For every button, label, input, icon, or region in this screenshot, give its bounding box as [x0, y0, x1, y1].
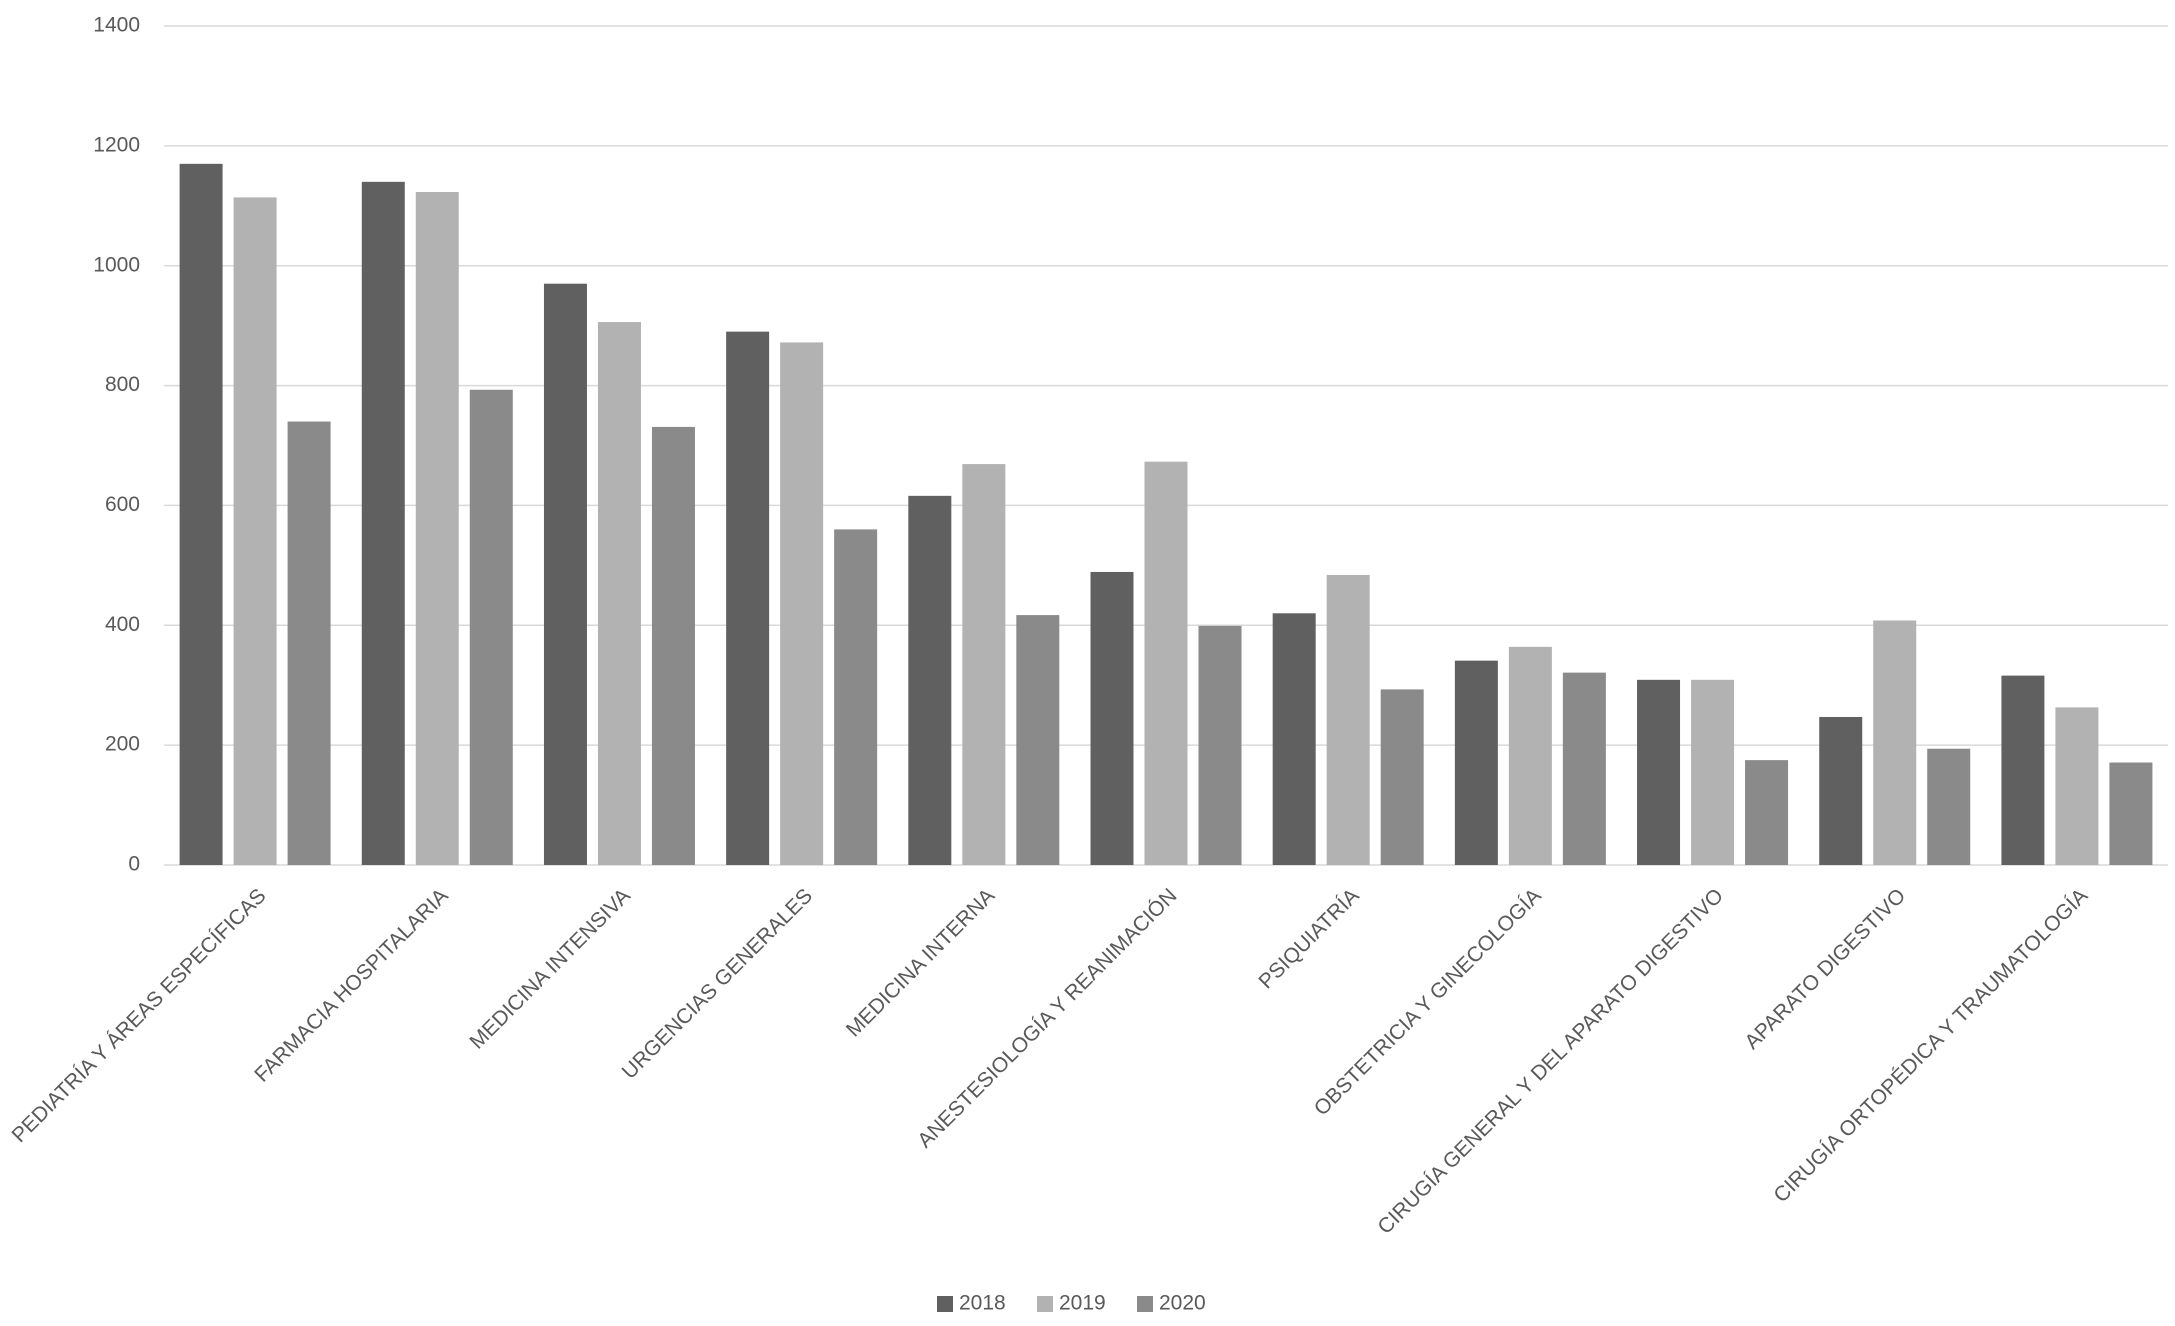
- bar: [1819, 716, 1863, 865]
- bar: [1272, 613, 1316, 865]
- bar: [651, 426, 695, 865]
- y-tick-label: 800: [105, 373, 140, 396]
- y-tick-label: 400: [105, 613, 140, 636]
- x-tick-label: CIRUGÍA ORTOPÉDICA Y TRAUMATOLOGÍA: [1769, 884, 2092, 1207]
- legend-swatch: [1037, 1296, 1053, 1312]
- bar: [1745, 760, 1789, 865]
- legend-swatch: [937, 1296, 953, 1312]
- y-tick-label: 600: [105, 493, 140, 516]
- bar: [2109, 762, 2153, 865]
- bar: [597, 322, 641, 866]
- x-tick-label: PEDIATRÍA Y ÁREAS ESPECÍFICAS: [8, 884, 271, 1147]
- bar: [1454, 660, 1498, 865]
- bar: [1326, 574, 1370, 865]
- bar: [1508, 646, 1552, 865]
- bar: [1144, 461, 1188, 865]
- bar: [1016, 615, 1060, 865]
- bar: [2001, 675, 2045, 865]
- bar: [1380, 689, 1424, 865]
- legend-label: 2018: [959, 1292, 1006, 1315]
- legend-swatch: [1137, 1296, 1153, 1312]
- bar: [780, 342, 824, 865]
- bar: [1090, 571, 1134, 865]
- bar: [834, 529, 878, 865]
- bar: [233, 197, 277, 865]
- y-tick-label: 1000: [93, 253, 140, 276]
- bar: [962, 464, 1006, 865]
- x-tick-label: MEDICINA INTERNA: [842, 884, 999, 1041]
- legend-label: 2019: [1059, 1292, 1106, 1315]
- x-tick-label: CIRUGÍA GENERAL Y DEL APARATO DIGESTIVO: [1373, 884, 1728, 1239]
- legend-label: 2020: [1159, 1292, 1206, 1315]
- bar: [1637, 679, 1681, 865]
- x-tick-label: PSIQUIATRÍA: [1254, 884, 1363, 993]
- bar: [361, 181, 405, 866]
- bar: [1927, 748, 1971, 865]
- bar: [726, 331, 770, 865]
- bar: [287, 421, 331, 865]
- bar: [1198, 625, 1242, 865]
- x-tick-label: URGENCIAS GENERALES: [618, 884, 817, 1083]
- y-tick-label: 1400: [93, 14, 140, 37]
- bar: [1691, 679, 1735, 865]
- bar: [1562, 672, 1606, 865]
- bar: [469, 389, 513, 865]
- bar: [415, 192, 459, 865]
- bar: [1873, 620, 1917, 865]
- bar: [179, 163, 223, 866]
- y-tick-label: 0: [128, 853, 140, 876]
- x-tick-label: FARMACIA HOSPITALARIA: [250, 884, 452, 1086]
- bar: [908, 495, 952, 865]
- bar: [2055, 707, 2099, 865]
- x-tick-label: MEDICINA INTENSIVA: [465, 884, 634, 1053]
- x-tick-label: APARATO DIGESTIVO: [1740, 884, 1910, 1054]
- bar: [543, 283, 587, 865]
- y-tick-label: 1200: [93, 133, 140, 156]
- y-tick-label: 200: [105, 733, 140, 756]
